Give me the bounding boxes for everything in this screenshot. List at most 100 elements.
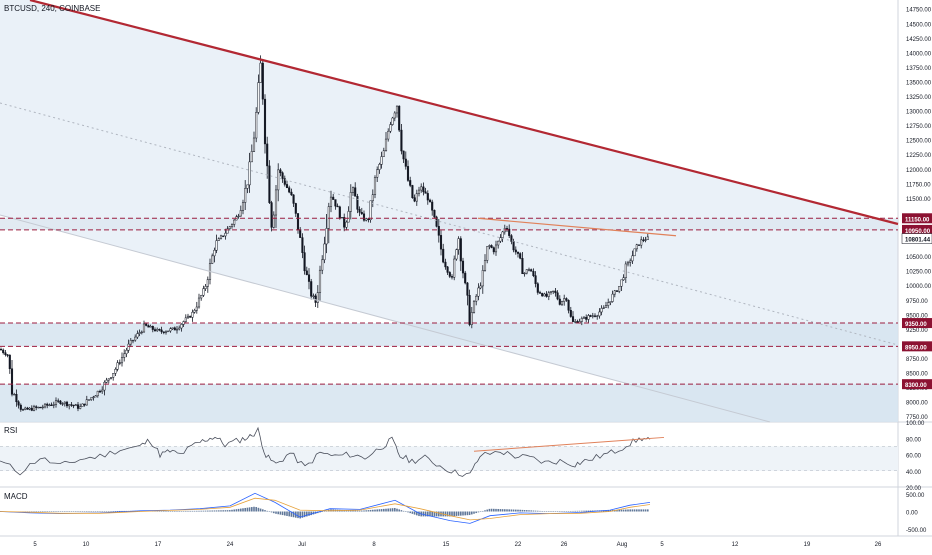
last-price-label: 10801.44 xyxy=(905,238,931,244)
macd-histogram-bar xyxy=(105,511,108,512)
macd-histogram-bar xyxy=(490,508,493,512)
candle-body xyxy=(277,169,280,191)
macd-histogram-bar xyxy=(222,510,224,512)
candle-body xyxy=(312,295,315,297)
candle-body xyxy=(109,377,113,379)
candle-body xyxy=(541,293,544,297)
macd-histogram-bar xyxy=(497,508,499,512)
macd-histogram-bar xyxy=(471,511,473,515)
macd-histogram-bar xyxy=(552,511,554,512)
candle-body xyxy=(406,166,410,181)
macd-histogram-bar xyxy=(444,511,447,517)
candle-body xyxy=(435,216,438,227)
candle-body xyxy=(525,269,528,274)
candle-body xyxy=(26,407,29,410)
candle-body xyxy=(246,184,249,189)
macd-histogram-bar xyxy=(83,511,86,512)
candle-body xyxy=(514,249,517,253)
candle-body xyxy=(351,187,355,193)
candle-body xyxy=(74,404,77,406)
candle-body xyxy=(519,253,522,259)
macd-histogram-bar xyxy=(506,509,508,512)
macd-histogram-bar xyxy=(35,511,37,513)
candle-body xyxy=(565,298,568,301)
macd-histogram-bar xyxy=(33,511,35,513)
macd-histogram-bar xyxy=(66,511,68,512)
macd-histogram-bar xyxy=(422,511,425,517)
macd-histogram-bar xyxy=(81,511,84,512)
macd-histogram-bar xyxy=(429,511,431,517)
macd-histogram-bar xyxy=(92,511,95,512)
macd-histogram-bar xyxy=(627,509,629,512)
candle-body xyxy=(197,297,201,308)
candle-body xyxy=(609,301,612,303)
candle-body xyxy=(534,275,537,284)
candle-body xyxy=(611,293,614,302)
candle-body xyxy=(446,266,449,273)
macd-histogram-bar xyxy=(171,511,174,512)
candle-body xyxy=(411,185,414,198)
macd-histogram-bar xyxy=(224,510,227,512)
candle-body xyxy=(637,244,641,246)
macd-histogram-bar xyxy=(215,510,218,512)
candle-body xyxy=(153,329,157,332)
rsi-pane: 100.00 80.00 60.00 40.00 20.00 xyxy=(0,421,925,492)
candle-body xyxy=(191,311,194,318)
macd-histogram-bar xyxy=(523,510,526,512)
macd-histogram-bar xyxy=(187,510,189,512)
macd-histogram-bar xyxy=(108,511,110,512)
candle-body xyxy=(164,331,168,333)
candle-body xyxy=(211,255,214,264)
macd-histogram-bar xyxy=(559,511,561,512)
candle-body xyxy=(558,298,561,305)
candle-body xyxy=(334,199,337,207)
symbol-title: BTCUSD, 240, COINBASE xyxy=(4,4,101,13)
macd-histogram-bar xyxy=(209,510,211,512)
candle-body xyxy=(145,323,148,326)
support-zone xyxy=(0,323,898,347)
candle-body xyxy=(431,201,434,211)
macd-histogram-bar xyxy=(55,511,57,512)
candle-body xyxy=(213,249,216,257)
time-tick-label: Aug xyxy=(617,542,628,548)
candle-body xyxy=(365,218,368,221)
time-tick-label: 24 xyxy=(227,542,234,548)
candle-body xyxy=(0,348,3,351)
macd-histogram-bar xyxy=(94,511,97,512)
macd-histogram-bar xyxy=(259,508,262,512)
price-level-badge xyxy=(902,318,932,329)
macd-histogram-bar xyxy=(255,507,257,512)
candle-body xyxy=(428,199,432,203)
candle-body xyxy=(420,186,423,191)
candle-body xyxy=(479,285,482,289)
macd-histogram-bar xyxy=(517,509,519,512)
candle-body xyxy=(560,301,564,305)
candle-body xyxy=(114,369,117,374)
macd-histogram-bar xyxy=(378,509,381,512)
candle-body xyxy=(167,330,170,333)
candle-body xyxy=(28,407,31,410)
candle-body xyxy=(644,239,647,241)
candle-body xyxy=(283,178,286,185)
macd-histogram-bar xyxy=(383,508,385,512)
candle-body xyxy=(206,279,209,287)
candle-body xyxy=(547,292,550,297)
candle-body xyxy=(4,352,7,356)
macd-histogram-bar xyxy=(515,509,517,512)
macd-histogram-bar xyxy=(548,511,550,512)
macd-histogram-bar xyxy=(495,508,497,512)
candle-body xyxy=(301,237,304,253)
candle-body xyxy=(226,228,229,234)
candle-body xyxy=(193,310,196,313)
macd-histogram-bar xyxy=(196,510,198,512)
price-tick-label: 10250.00 xyxy=(906,270,932,276)
macd-histogram-bar xyxy=(277,511,279,515)
candle-body xyxy=(571,316,575,322)
price-tick-label: 14250.00 xyxy=(906,37,932,43)
macd-histogram-bar xyxy=(64,511,66,512)
candle-body xyxy=(120,357,124,364)
candle-body xyxy=(521,258,524,274)
rsi-band xyxy=(0,446,898,471)
macd-histogram-bar xyxy=(416,511,418,516)
candle-body xyxy=(118,362,121,364)
